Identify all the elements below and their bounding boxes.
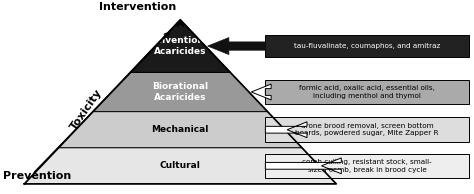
Text: Mechanical: Mechanical (152, 125, 209, 134)
Text: Intervention: Intervention (99, 2, 176, 12)
Polygon shape (251, 84, 271, 100)
Polygon shape (265, 158, 341, 174)
FancyBboxPatch shape (265, 80, 469, 104)
Polygon shape (265, 122, 307, 138)
Polygon shape (59, 112, 302, 148)
Text: Biorational
Acaricides: Biorational Acaricides (152, 82, 209, 102)
Polygon shape (208, 38, 265, 55)
Text: drone brood removal, screen bottom
boards, powdered sugar, Mite Zapper R: drone brood removal, screen bottom board… (295, 123, 439, 137)
Polygon shape (130, 20, 230, 72)
FancyBboxPatch shape (265, 154, 469, 178)
Text: Prevention: Prevention (3, 171, 71, 181)
Polygon shape (24, 148, 336, 184)
Text: formic acid, oxalic acid, essential oils,
including menthol and thymol: formic acid, oxalic acid, essential oils… (299, 85, 435, 99)
Polygon shape (93, 72, 268, 112)
Text: tau-fluvalinate, coumaphos, and amitraz: tau-fluvalinate, coumaphos, and amitraz (294, 43, 440, 49)
Text: Cultural: Cultural (160, 161, 201, 170)
FancyBboxPatch shape (265, 118, 469, 142)
Text: Conventional
Acaricides: Conventional Acaricides (147, 36, 214, 56)
FancyBboxPatch shape (265, 35, 469, 57)
Text: comb culling, resistant stock, small-
sized comb, break in brood cycle: comb culling, resistant stock, small- si… (302, 159, 432, 173)
Text: Toxicity: Toxicity (69, 87, 104, 132)
